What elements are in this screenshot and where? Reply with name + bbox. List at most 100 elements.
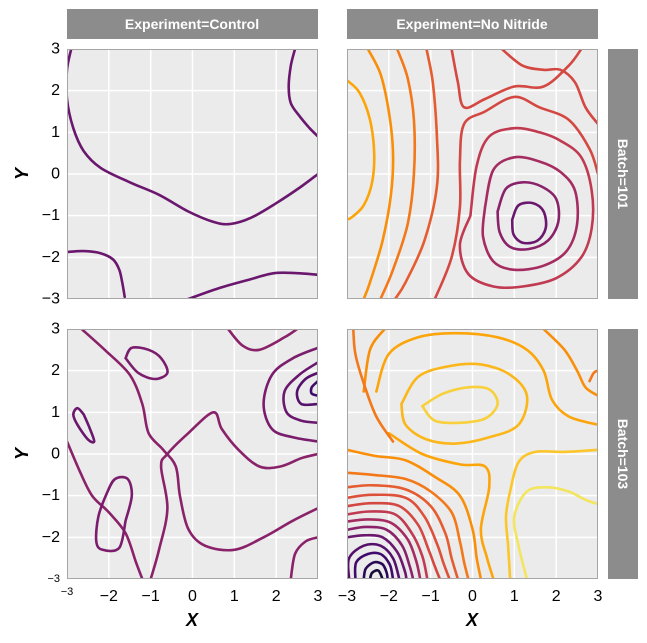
contour-line: [347, 542, 401, 579]
contour-line: [458, 126, 595, 290]
y-axis-title-row-2: Y: [12, 446, 32, 460]
y-axis-title-row-1: Y: [12, 166, 32, 180]
contour-line: [352, 329, 395, 443]
contour-lines: [67, 329, 318, 579]
panel-control-batch-101: [66, 48, 319, 300]
x-axis-ticks-col-1: −3 −2 −1 0 1 2 3: [61, 586, 323, 605]
x-tick-label: −2: [100, 588, 118, 605]
panel-control-batch-103: [66, 328, 319, 580]
y-tick-label: −3: [47, 573, 60, 585]
contour-line: [282, 361, 318, 425]
contour-line: [500, 49, 598, 126]
panel-border: [67, 329, 318, 579]
contour-line: [124, 345, 169, 381]
row-strip-batch-101: Batch=101: [608, 49, 638, 299]
contour-line: [287, 49, 318, 138]
contour-line: [347, 525, 415, 579]
x-tick-label: 2: [552, 588, 561, 605]
column-strip-no-nitride: Experiment=No Nitride: [347, 9, 598, 39]
contour-line: [368, 569, 384, 579]
panel-border: [347, 49, 598, 299]
contour-line: [393, 49, 440, 299]
y-tick-label: −2: [42, 249, 60, 266]
contour-line: [347, 510, 429, 579]
contour-line: [433, 95, 598, 299]
y-tick-label: 3: [51, 41, 60, 58]
y-tick-label: 1: [51, 404, 60, 421]
panel-border: [67, 49, 318, 299]
column-strip-label: Experiment=Control: [125, 16, 259, 32]
x-tick-label: −2: [380, 588, 398, 605]
y-tick-label: 3: [51, 321, 60, 338]
contour-line: [362, 49, 395, 299]
contour-line: [347, 501, 442, 579]
y-tick-label: 0: [51, 446, 60, 463]
contour-line: [347, 518, 422, 579]
contour-line: [347, 483, 460, 579]
contour-line: [187, 271, 318, 299]
x-tick-label: −1: [422, 588, 440, 605]
contour-line: [512, 485, 598, 579]
contour-line: [347, 471, 470, 579]
x-axis-title-col-1: X: [185, 610, 199, 630]
contour-line: [400, 362, 529, 445]
contour-line: [362, 329, 386, 393]
row-strip-label: Batch=101: [615, 139, 631, 210]
x-tick-label: −3: [61, 586, 74, 598]
panel-no-nitride-batch-101: [346, 48, 599, 300]
x-tick-label: −3: [338, 588, 356, 605]
contour-lines: [67, 49, 318, 299]
y-tick-label: 1: [51, 124, 60, 141]
contour-line: [295, 371, 318, 407]
contour-lines: [347, 49, 598, 299]
x-tick-label: 3: [594, 588, 603, 605]
contour-line: [421, 385, 499, 425]
x-tick-label: 0: [468, 588, 477, 605]
y-tick-label: −1: [42, 487, 60, 504]
contour-line: [347, 448, 483, 579]
contour-line: [450, 49, 583, 110]
column-strip-label: Experiment=No Nitride: [396, 16, 548, 32]
x-tick-label: 1: [230, 588, 239, 605]
y-axis-ticks-row-2: −3 −2 −1 0 1 2 3: [42, 321, 60, 586]
contour-line: [347, 533, 408, 579]
contour-line: [353, 551, 395, 579]
contour-line: [496, 180, 561, 251]
contour-line: [149, 411, 318, 579]
x-tick-label: 1: [510, 588, 519, 605]
contour-line: [542, 329, 598, 397]
contour-line: [375, 331, 598, 427]
y-tick-label: −3: [42, 291, 60, 308]
x-tick-label: 0: [188, 588, 197, 605]
y-tick-label: 2: [51, 362, 60, 379]
contour-line: [347, 79, 376, 221]
y-tick-label: 0: [51, 166, 60, 183]
panel-no-nitride-batch-103: [346, 328, 599, 580]
contour-line: [362, 560, 389, 579]
contour-line: [347, 493, 451, 579]
x-tick-label: 3: [314, 588, 323, 605]
x-tick-label: −1: [142, 588, 160, 605]
contour-line: [67, 440, 144, 579]
column-strip-control: Experiment=Control: [67, 9, 318, 39]
x-axis-title-col-2: X: [465, 610, 479, 630]
x-tick-label: 2: [272, 588, 281, 605]
contour-line: [226, 329, 299, 352]
contour-line: [504, 448, 598, 579]
contour-line: [262, 346, 318, 443]
contour-line: [379, 49, 417, 299]
contour-line: [481, 155, 580, 272]
y-axis-ticks-row-1: −3 −2 −1 0 1 2 3: [42, 41, 60, 308]
x-axis-ticks-col-2: −3 −2 −1 0 1 2 3: [338, 588, 603, 605]
contour-line: [67, 249, 126, 299]
contour-line: [387, 431, 495, 579]
contour-line: [94, 475, 134, 553]
contour-line: [80, 329, 318, 552]
contour-line: [289, 536, 318, 579]
contour-lines: [347, 329, 598, 579]
contour-line: [72, 406, 96, 444]
contour-line: [510, 201, 548, 245]
row-strip-batch-103: Batch=103: [608, 329, 638, 579]
y-tick-label: −2: [42, 529, 60, 546]
